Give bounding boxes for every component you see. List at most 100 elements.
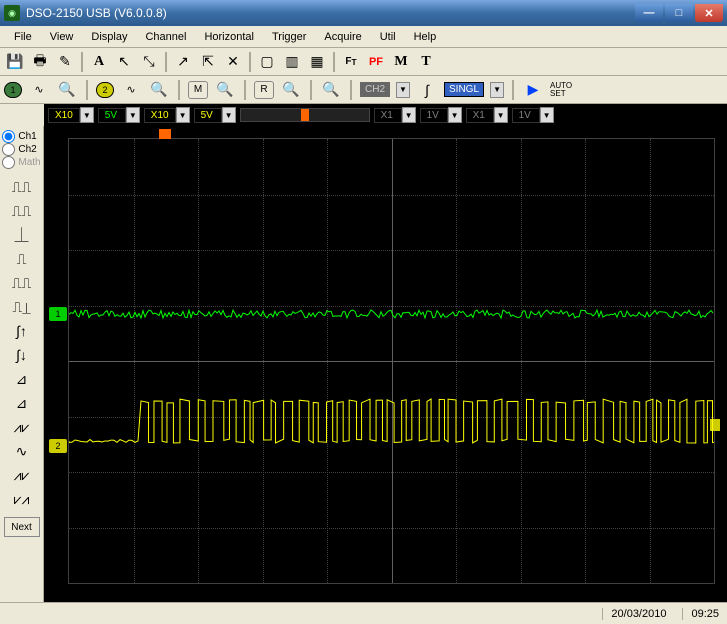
measure-icon-6[interactable]: ⎍⏊ xyxy=(8,296,36,318)
ch1-zoom-icon[interactable]: 🔍 xyxy=(56,79,78,101)
status-date: 20/03/2010 xyxy=(602,608,666,620)
toolbar-1: 💾 🖶 ✎ A ↖ ⤡ ↗ ⇱ ✕ ▢ ▥ ▦ FT PF M T xyxy=(0,48,727,76)
cursor-5-icon[interactable]: ✕ xyxy=(222,51,244,73)
ch1-badge[interactable]: 1 xyxy=(4,82,22,98)
ch2-position-marker[interactable]: 2 xyxy=(49,439,67,453)
ch2-wave-icon[interactable]: ∿ xyxy=(120,79,142,101)
grid-1-icon[interactable]: ▢ xyxy=(256,51,278,73)
menu-view[interactable]: View xyxy=(42,29,82,45)
measure-icon-4[interactable]: ⎍ xyxy=(8,248,36,270)
ref-r-button[interactable]: R xyxy=(254,81,274,99)
titlebar: ◉ DSO-2150 USB (V6.0.0.8) — □ ✕ xyxy=(0,0,727,26)
measure-icon-12[interactable]: ∿ xyxy=(8,440,36,462)
maximize-button[interactable]: □ xyxy=(665,4,693,22)
math-m-button[interactable]: M xyxy=(188,81,208,99)
ch3-vdiv-dd[interactable]: ▼ xyxy=(448,107,462,123)
measure-icon-11[interactable]: ⩘⩗ xyxy=(8,416,36,438)
ch3-vdiv: 1V xyxy=(420,108,448,123)
statusbar: 20/03/2010 09:25 xyxy=(0,602,727,624)
measure-icon-2[interactable]: ⎍⎍ xyxy=(8,200,36,222)
ch1-wave-icon[interactable]: ∿ xyxy=(28,79,50,101)
run-button[interactable]: ▶ xyxy=(522,79,544,101)
edge-icon[interactable]: ∫ xyxy=(416,79,438,101)
menu-display[interactable]: Display xyxy=(83,29,135,45)
trigger-level-marker[interactable] xyxy=(710,419,720,431)
pf-button[interactable]: PF xyxy=(365,51,387,73)
measure-icon-3[interactable]: ⏊ xyxy=(8,224,36,246)
ch2-probe[interactable]: X10 xyxy=(144,108,176,123)
next-button[interactable]: Next xyxy=(4,517,40,537)
ch2-vdiv[interactable]: 5V xyxy=(194,108,222,123)
ch1-position-marker[interactable]: 1 xyxy=(49,307,67,321)
tool-icon[interactable]: ✎ xyxy=(54,51,76,73)
ch1-probe[interactable]: X10 xyxy=(48,108,80,123)
print-icon[interactable]: 🖶 xyxy=(29,51,51,73)
menu-file[interactable]: File xyxy=(6,29,40,45)
ch4-vdiv-dd[interactable]: ▼ xyxy=(540,107,554,123)
math-zoom-icon[interactable]: 🔍 xyxy=(214,79,236,101)
ch3-probe-dd[interactable]: ▼ xyxy=(402,107,416,123)
ch1-probe-dd[interactable]: ▼ xyxy=(80,107,94,123)
cursor-3-icon[interactable]: ↗ xyxy=(172,51,194,73)
trigger-ch-dd[interactable]: ▼ xyxy=(396,82,410,98)
measure-icon-7[interactable]: ∫↑ xyxy=(8,320,36,342)
measure-icon-10[interactable]: ⊿ xyxy=(8,392,36,414)
radio-math[interactable] xyxy=(2,156,15,169)
menu-channel[interactable]: Channel xyxy=(137,29,194,45)
channel-settings-row: X10▼ 5V▼ X10▼ 5V▼ X1▼ 1V▼ X1▼ 1V▼ xyxy=(44,104,727,126)
measure-icon-1[interactable]: ⎍⎍ xyxy=(8,176,36,198)
save-icon[interactable]: 💾 xyxy=(4,51,26,73)
ch4-probe-dd[interactable]: ▼ xyxy=(494,107,508,123)
menu-help[interactable]: Help xyxy=(406,29,445,45)
measure-icon-9[interactable]: ⊿ xyxy=(8,368,36,390)
ch2-probe-dd[interactable]: ▼ xyxy=(176,107,190,123)
radio-ch2[interactable] xyxy=(2,143,15,156)
menu-horizontal[interactable]: Horizontal xyxy=(196,29,262,45)
grid-2-icon[interactable]: ▥ xyxy=(281,51,303,73)
t-button[interactable]: T xyxy=(415,51,437,73)
ch2-badge[interactable]: 2 xyxy=(96,82,114,98)
trigger-time-marker[interactable] xyxy=(159,129,171,139)
trigger-mode[interactable]: SINGL xyxy=(444,82,484,97)
ch1-vdiv-dd[interactable]: ▼ xyxy=(126,107,140,123)
left-panel: Ch1 Ch2 Math ⎍⎍ ⎍⎍ ⏊ ⎍ ⎍⎍ ⎍⏊ ∫↑ ∫↓ ⊿ ⊿ ⩘… xyxy=(0,126,44,602)
menu-trigger[interactable]: Trigger xyxy=(264,29,314,45)
channel-radio-group: Ch1 Ch2 Math xyxy=(2,130,40,169)
measure-icon-8[interactable]: ∫↓ xyxy=(8,344,36,366)
close-button[interactable]: ✕ xyxy=(695,4,723,22)
window-title: DSO-2150 USB (V6.0.0.8) xyxy=(26,6,635,20)
trigger-mode-dd[interactable]: ▼ xyxy=(490,82,504,98)
ch4-probe: X1 xyxy=(466,108,494,123)
m-button[interactable]: M xyxy=(390,51,412,73)
measure-icon-13[interactable]: ⩘⩗ xyxy=(8,464,36,486)
trigger-channel[interactable]: CH2 xyxy=(360,82,390,97)
text-tool[interactable]: A xyxy=(88,51,110,73)
cursor-4-icon[interactable]: ⇱ xyxy=(197,51,219,73)
ch1-vdiv[interactable]: 5V xyxy=(98,108,126,123)
scope-container: 1 2 xyxy=(44,126,727,602)
minimize-button[interactable]: — xyxy=(635,4,663,22)
toolbar-2: 1 ∿ 🔍 2 ∿ 🔍 M 🔍 R 🔍 🔍 CH2 ▼ ∫ SINGL ▼ ▶ … xyxy=(0,76,727,104)
ch2-zoom-icon[interactable]: 🔍 xyxy=(148,79,170,101)
scope-display[interactable]: 1 2 xyxy=(68,138,715,584)
measure-icon-5[interactable]: ⎍⎍ xyxy=(8,272,36,294)
autoset-button[interactable]: AUTO SET xyxy=(550,82,576,98)
menubar: File View Display Channel Horizontal Tri… xyxy=(0,26,727,48)
status-time: 09:25 xyxy=(682,608,719,620)
trigger-position-slider[interactable] xyxy=(240,108,370,122)
ch3-probe: X1 xyxy=(374,108,402,123)
ref-zoom-icon[interactable]: 🔍 xyxy=(280,79,302,101)
time-zoom-icon[interactable]: 🔍 xyxy=(320,79,342,101)
cursor-1-icon[interactable]: ↖ xyxy=(113,51,135,73)
main-area: Ch1 Ch2 Math ⎍⎍ ⎍⎍ ⏊ ⎍ ⎍⎍ ⎍⏊ ∫↑ ∫↓ ⊿ ⊿ ⩘… xyxy=(0,126,727,602)
window-controls: — □ ✕ xyxy=(635,4,723,22)
radio-ch1[interactable] xyxy=(2,130,15,143)
fft-icon[interactable]: FT xyxy=(340,51,362,73)
measure-icon-14[interactable]: ⩗⩘ xyxy=(8,488,36,510)
menu-util[interactable]: Util xyxy=(372,29,404,45)
menu-acquire[interactable]: Acquire xyxy=(316,29,369,45)
grid-3-icon[interactable]: ▦ xyxy=(306,51,328,73)
ch2-vdiv-dd[interactable]: ▼ xyxy=(222,107,236,123)
cursor-2-icon[interactable]: ⤡ xyxy=(138,51,160,73)
ch4-vdiv: 1V xyxy=(512,108,540,123)
